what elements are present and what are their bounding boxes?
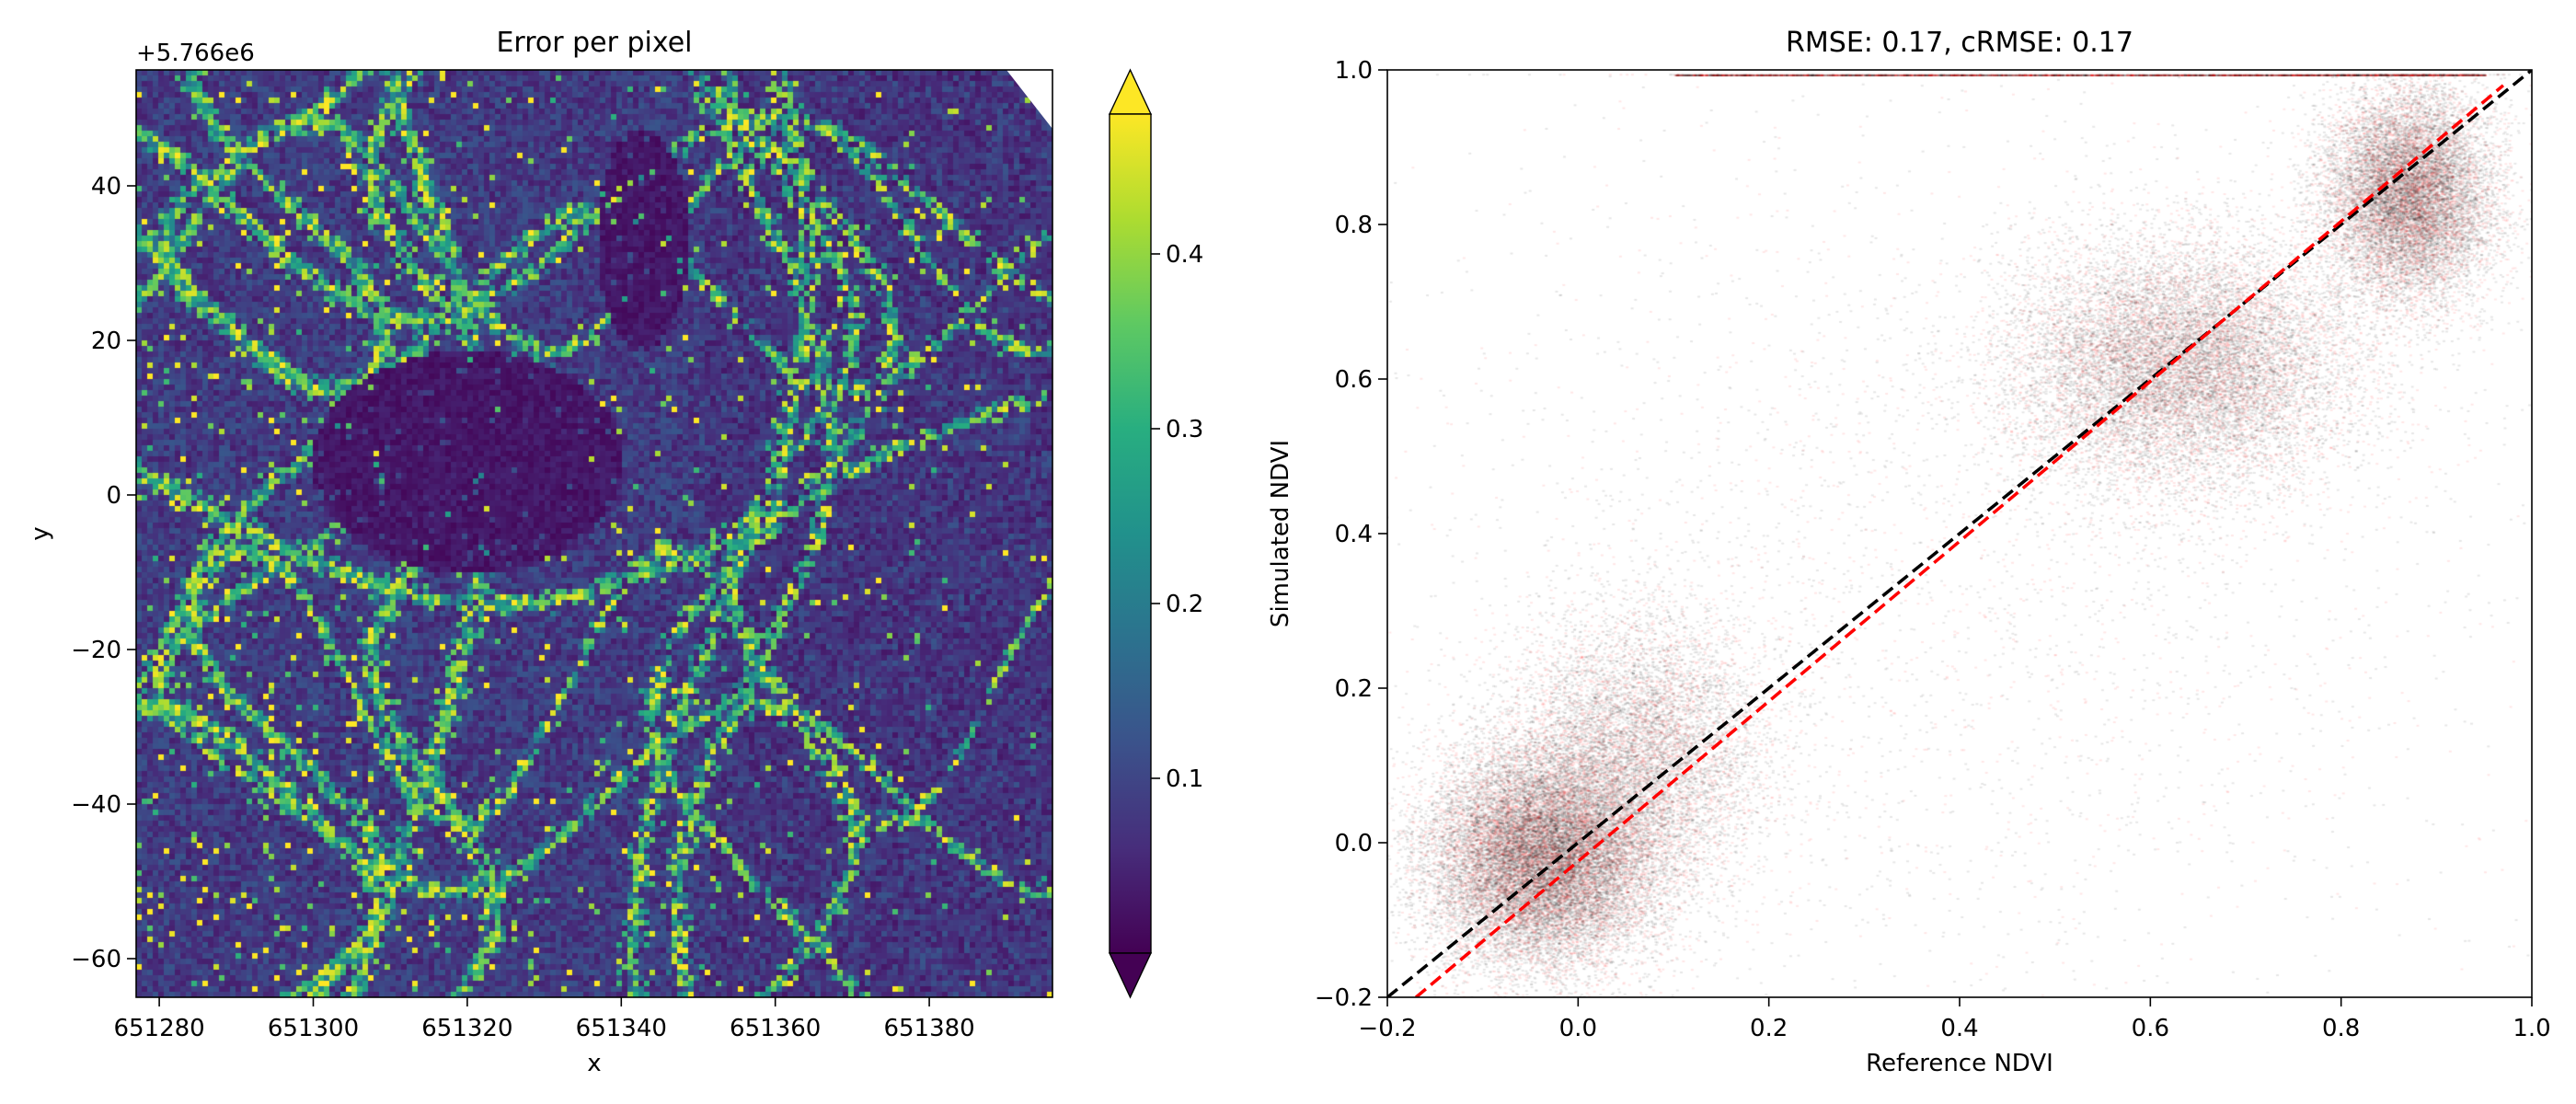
scatter-plot-area — [1387, 70, 2532, 997]
heatmap-y-tick-label: 0 — [106, 482, 121, 510]
colorbar-tick-label: 0.1 — [1166, 765, 1203, 793]
heatmap-x-tick-label: 651320 — [421, 1015, 512, 1042]
heatmap-y-offset-text: +5.766e6 — [136, 40, 255, 67]
colorbar: 0.1 0.2 0.3 0.4 — [1108, 68, 1203, 999]
heatmap-x-tick-label: 651340 — [576, 1015, 667, 1042]
scatter-panel: RMSE: 0.17, cRMSE: 0.17 −0.2 0.0 0.2 0.4 0.6… — [1267, 27, 2551, 1077]
heatmap-y-tick-label: −20 — [71, 637, 121, 664]
colorbar-gradient — [1109, 113, 1152, 954]
colorbar-ticks: 0.1 0.2 0.3 0.4 — [1151, 241, 1203, 793]
scatter-y-tick-label: 0.0 — [1335, 830, 1373, 857]
heatmap-y-axis: −60 −40 −20 0 20 40 — [71, 173, 136, 973]
heatmap-title: Error per pixel — [496, 27, 692, 59]
colorbar-tick-label: 0.2 — [1166, 591, 1203, 618]
colorbar-extend-min — [1108, 952, 1153, 999]
scatter-x-tick-label: 0.0 — [1559, 1015, 1597, 1042]
scatter-x-axis-label: Reference NDVI — [1866, 1050, 2053, 1077]
scatter-y-tick-label: 0.6 — [1335, 366, 1373, 394]
heatmap-x-axis-label: x — [587, 1050, 601, 1077]
heatmap-x-tick-label: 651380 — [883, 1015, 974, 1042]
heatmap-frame — [135, 69, 1053, 998]
scatter-x-axis: −0.2 0.0 0.2 0.4 0.6 0.8 1.0 — [1358, 997, 2551, 1042]
heatmap-x-axis: 651280 651300 651320 651340 651360 651380 — [113, 997, 975, 1042]
heatmap-nodata-corner — [1006, 70, 1052, 129]
regression-line — [1414, 84, 2505, 997]
heatmap-panel: Error per pixel +5.766e6 651280 651300 651… — [27, 27, 1053, 1077]
scatter-y-tick-label: 1.0 — [1335, 57, 1373, 85]
scatter-x-tick-label: 0.8 — [2322, 1015, 2360, 1042]
scatter-y-tick-label: 0.2 — [1335, 675, 1373, 703]
scatter-x-tick-label: 0.2 — [1750, 1015, 1788, 1042]
heatmap-image — [136, 70, 1052, 997]
scatter-x-tick-label: −0.2 — [1358, 1015, 1416, 1042]
heatmap-y-tick-label: 40 — [91, 173, 121, 201]
heatmap-y-axis-label: y — [27, 526, 54, 540]
scatter-x-tick-label: 1.0 — [2513, 1015, 2550, 1042]
scatter-y-axis-label: Simulated NDVI — [1267, 440, 1294, 627]
scatter-y-tick-label: 0.4 — [1335, 521, 1373, 548]
scatter-y-tick-label: −0.2 — [1315, 984, 1373, 1012]
heatmap-x-tick-label: 651300 — [268, 1015, 359, 1042]
heatmap-x-tick-label: 651360 — [730, 1015, 821, 1042]
heatmap-y-tick-label: −60 — [71, 946, 121, 973]
identity-line — [1387, 70, 2532, 997]
scatter-y-axis: −0.2 0.0 0.2 0.4 0.6 0.8 1.0 — [1315, 57, 1387, 1012]
scatter-y-tick-label: 0.8 — [1335, 212, 1373, 239]
colorbar-tick-label: 0.4 — [1166, 241, 1203, 269]
heatmap-x-tick-label: 651280 — [113, 1015, 204, 1042]
heatmap-y-tick-label: −40 — [71, 791, 121, 819]
heatmap-y-tick-label: 20 — [91, 328, 121, 355]
scatter-x-tick-label: 0.6 — [2132, 1015, 2169, 1042]
scatter-title: RMSE: 0.17, cRMSE: 0.17 — [1786, 27, 2133, 59]
scatter-x-tick-label: 0.4 — [1940, 1015, 1978, 1042]
colorbar-tick-label: 0.3 — [1166, 416, 1203, 443]
colorbar-extend-max — [1108, 68, 1153, 115]
